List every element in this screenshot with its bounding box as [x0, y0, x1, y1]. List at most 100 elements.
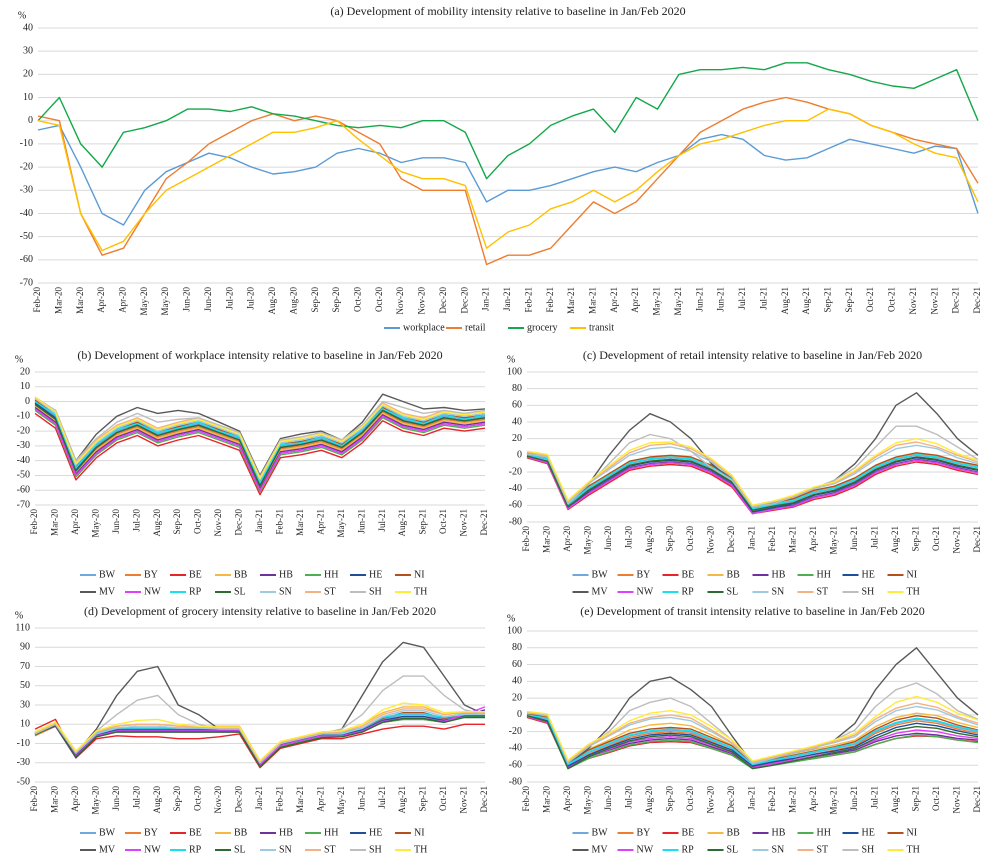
x-tick-label: Jul-20	[246, 287, 256, 310]
x-tick-label: May-20	[583, 786, 593, 815]
x-tick-label: Feb-20	[521, 526, 531, 552]
x-tick-label: Jul-20	[224, 287, 234, 310]
x-tick-label: Dec-20	[234, 509, 244, 536]
x-tick-label: Feb-20	[29, 509, 39, 535]
legend-label: BE	[189, 827, 202, 838]
legend-label: HE	[862, 569, 875, 580]
series-line	[34, 716, 485, 768]
legend-label: BY	[144, 827, 158, 838]
y-tick-label: 40	[512, 676, 522, 687]
x-tick-label: Jul-20	[624, 786, 634, 809]
series-line	[526, 441, 979, 506]
y-tick-label: -30	[17, 440, 30, 451]
x-tick-label: Sep-21	[911, 786, 921, 812]
y-axis-unit: %	[18, 10, 26, 21]
series-line	[34, 714, 485, 765]
legend-label: RP	[682, 586, 695, 597]
x-tick-label: Nov-20	[706, 526, 716, 554]
series-line	[34, 675, 486, 764]
y-tick-label: 100	[507, 625, 522, 636]
legend-label: RP	[189, 586, 202, 597]
chart-panel: (c) Development of retail intensity rela…	[507, 348, 981, 598]
legend-label: HB	[279, 569, 293, 580]
x-tick-label: Mar-20	[50, 786, 60, 813]
x-tick-label: Apr-20	[562, 526, 572, 552]
y-tick-label: 0	[517, 450, 522, 461]
legend-label: MV	[99, 586, 116, 597]
legend-label: ST	[324, 586, 336, 597]
series-line	[34, 403, 486, 487]
x-tick-label: Dec-20	[438, 287, 448, 314]
legend-label: SH	[369, 844, 382, 855]
x-tick-label: Aug-20	[644, 526, 654, 554]
x-tick-label: Aug-21	[890, 786, 900, 814]
x-tick-label: Mar-21	[295, 786, 305, 813]
chart-title: (d) Development of grocery intensity rel…	[84, 604, 436, 618]
series-line	[526, 702, 979, 763]
x-tick-label: Feb-21	[767, 526, 777, 552]
x-tick-label: Nov-20	[213, 509, 223, 537]
legend-label: RP	[682, 844, 695, 855]
series-line	[526, 715, 979, 767]
y-tick-label: -60	[509, 500, 522, 511]
x-tick-label: Mar-21	[566, 287, 576, 314]
x-tick-label: Nov-21	[952, 526, 962, 554]
x-tick-label: Apr-20	[70, 786, 80, 812]
series-line	[37, 62, 979, 180]
y-tick-label: -10	[20, 138, 33, 149]
legend-label: BB	[727, 569, 741, 580]
legend-label: BE	[682, 827, 695, 838]
y-tick-label: -80	[509, 776, 522, 787]
legend-label: SL	[234, 586, 246, 597]
x-tick-label: Aug-20	[644, 786, 654, 814]
x-tick-label: Nov-21	[908, 287, 918, 315]
x-tick-label: Dec-21	[972, 786, 981, 813]
x-tick-label: Jan-21	[481, 287, 491, 311]
x-tick-label: Jun-20	[203, 287, 213, 312]
legend-label: BE	[189, 569, 202, 580]
y-axis-unit: %	[507, 354, 515, 365]
y-tick-label: -80	[509, 516, 522, 527]
legend-label: HB	[279, 827, 293, 838]
legend-label: TH	[414, 586, 427, 597]
legend-label: HB	[772, 827, 786, 838]
legend-label: TH	[907, 844, 920, 855]
x-tick-label: May-20	[90, 786, 100, 815]
x-tick-label: Jun-20	[111, 509, 121, 534]
legend-label: HH	[817, 569, 831, 580]
x-tick-label: Mar-21	[788, 526, 798, 553]
x-tick-label: Jul-21	[737, 287, 747, 310]
series-line	[34, 641, 486, 764]
y-axis-unit: %	[15, 354, 23, 365]
x-tick-label: Apr-20	[70, 509, 80, 535]
chart-panel: (b) Development of workplace intensity r…	[15, 348, 489, 598]
legend-label: NI	[414, 569, 425, 580]
chart-panel: (a) Development of mobility intensity re…	[18, 4, 981, 334]
x-tick-label: Nov-20	[706, 786, 716, 814]
legend-label: MV	[592, 844, 609, 855]
x-tick-label: Apr-20	[118, 287, 128, 313]
x-tick-label: Aug-20	[152, 509, 162, 537]
x-tick-label: May-20	[90, 509, 100, 538]
y-tick-label: 20	[512, 433, 522, 444]
y-tick-label: 0	[517, 709, 522, 720]
x-tick-label: Jun-20	[603, 526, 613, 551]
x-tick-label: Dec-21	[479, 509, 489, 536]
legend-label: HE	[369, 569, 382, 580]
y-tick-label: -50	[20, 231, 33, 242]
x-tick-label: Jun-21	[849, 786, 859, 811]
y-tick-label: -30	[17, 757, 30, 768]
series-line	[526, 455, 979, 513]
y-tick-label: -70	[17, 499, 30, 510]
y-tick-label: 0	[25, 396, 30, 407]
x-tick-label: Jan-21	[254, 786, 264, 810]
x-tick-label: Dec-20	[234, 786, 244, 813]
x-tick-label: Dec-20	[726, 786, 736, 813]
x-tick-label: Oct-20	[193, 786, 203, 811]
x-tick-label: Feb-21	[545, 287, 555, 313]
x-tick-label: Sep-20	[665, 786, 675, 812]
x-tick-label: Aug-21	[397, 786, 407, 814]
x-tick-label: Apr-21	[609, 287, 619, 313]
y-tick-label: 10	[20, 719, 30, 730]
y-tick-label: 90	[20, 642, 30, 653]
